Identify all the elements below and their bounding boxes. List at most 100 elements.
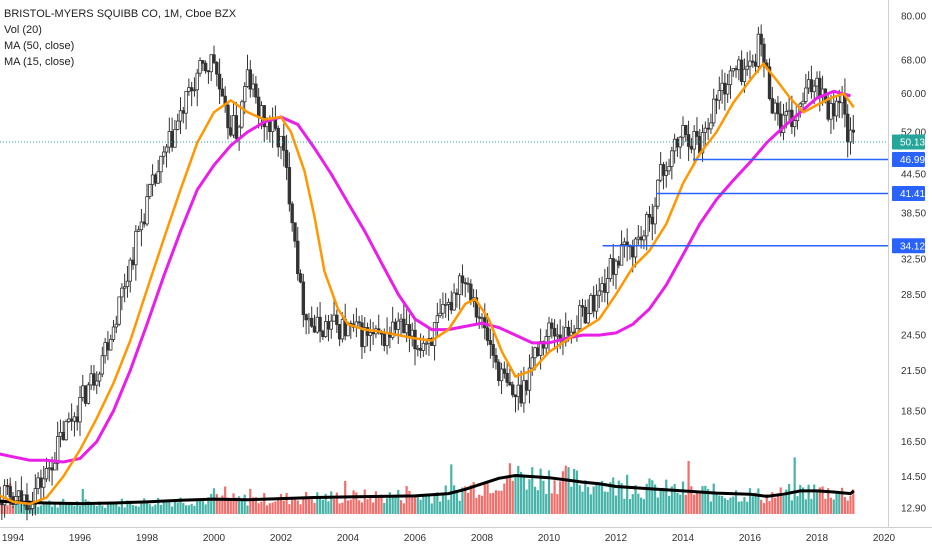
- volume-bar: [316, 492, 319, 514]
- candle-body: [661, 164, 666, 176]
- volume-bar: [408, 490, 411, 514]
- legend-ma15[interactable]: MA (15, close): [4, 56, 75, 68]
- volume-bar: [829, 497, 833, 514]
- volume-bar: [695, 490, 699, 514]
- volume-bar: [260, 501, 263, 514]
- candle-body: [83, 385, 88, 404]
- volume-bar: [388, 492, 391, 514]
- volume-bar: [84, 499, 87, 514]
- volume-bar: [478, 494, 481, 514]
- candle-body: [826, 100, 830, 120]
- volume-bar: [182, 503, 185, 514]
- price-tick-label: 12.90: [901, 504, 926, 515]
- candle-body: [89, 373, 93, 386]
- candle-body: [776, 102, 780, 115]
- candle-body: [633, 238, 638, 258]
- volume-bar: [455, 490, 458, 514]
- volume-bar: [575, 470, 579, 514]
- time-tick-label: 2002: [270, 533, 293, 544]
- volume-bar: [589, 494, 592, 514]
- volume-bar: [598, 483, 601, 514]
- candle-body: [111, 326, 116, 340]
- candle-body: [120, 287, 124, 298]
- candle-body: [731, 68, 735, 72]
- candle-body: [58, 431, 63, 437]
- volume-bar: [497, 490, 500, 514]
- volume-bar: [561, 471, 565, 514]
- candle-body: [446, 301, 451, 305]
- candle-body: [801, 101, 805, 105]
- candle-body: [619, 244, 624, 266]
- volume-bar: [221, 495, 224, 514]
- volume-bar: [684, 494, 687, 514]
- volume-bar: [785, 489, 788, 514]
- volume-bar: [617, 480, 620, 514]
- volume-bar: [238, 496, 241, 514]
- volume-bar: [732, 496, 735, 514]
- candle-body: [580, 305, 585, 308]
- time-axis[interactable]: 1994 1996 1998 2000 2002 2004 2006 2008 2010 2012…: [0, 527, 932, 545]
- volume-bar: [653, 484, 657, 514]
- candle-body: [569, 331, 574, 336]
- volume-bar: [324, 493, 327, 514]
- candle-body: [717, 90, 721, 101]
- volume-bar: [835, 493, 838, 514]
- candle-body: [16, 490, 21, 497]
- candle-body: [737, 59, 741, 71]
- candle-body: [695, 131, 699, 137]
- volume-bar: [771, 492, 774, 514]
- candle-body: [315, 316, 319, 333]
- price-tag: [892, 186, 925, 202]
- candle-body: [326, 321, 331, 330]
- candle-body: [614, 260, 618, 275]
- candle-body: [117, 296, 121, 325]
- price-axis[interactable]: 80.00 68.00 60.00 52.00 44.50 38.50 32.50 28.50…: [888, 0, 927, 527]
- candle-body: [770, 98, 775, 114]
- candle-body: [69, 418, 74, 422]
- volume-bar: [464, 486, 467, 514]
- volume-bar: [305, 491, 308, 514]
- volume-bar: [45, 501, 48, 514]
- volume-bar: [542, 480, 545, 514]
- candle-body: [460, 275, 465, 284]
- volume-bar: [701, 486, 704, 514]
- time-tick-label: 1998: [136, 533, 159, 544]
- candle-body: [114, 323, 118, 328]
- candle-body: [698, 136, 702, 154]
- ma15-line: [0, 61, 855, 506]
- legend-ma50[interactable]: MA (50, close): [4, 40, 75, 52]
- candle-body: [215, 62, 219, 75]
- candle-body: [396, 320, 400, 330]
- volume-bar: [483, 482, 486, 514]
- legend-volume[interactable]: Vol (20): [4, 24, 42, 36]
- volume-bar: [841, 487, 844, 514]
- candle-body: [181, 110, 185, 114]
- candle-body: [781, 114, 786, 133]
- volume-bar: [709, 501, 713, 514]
- volume-bar: [120, 498, 123, 514]
- volume-bar: [104, 507, 107, 514]
- candle-body: [329, 320, 333, 330]
- candle-body: [642, 235, 646, 241]
- volume-bar: [762, 503, 766, 514]
- volume-bar: [578, 485, 581, 514]
- candle-body: [703, 127, 708, 133]
- volume-bar: [787, 484, 791, 514]
- volume-bar: [126, 500, 129, 514]
- candle-body: [491, 344, 495, 356]
- candle-body: [229, 127, 233, 136]
- volume-bar: [567, 467, 570, 514]
- candle-body: [103, 342, 107, 357]
- candle-body: [178, 110, 183, 122]
- volume-bar: [251, 497, 255, 514]
- volume-bar: [723, 498, 726, 514]
- candle-body: [410, 329, 414, 337]
- volume-bar: [472, 482, 475, 514]
- volume-bar: [698, 490, 701, 514]
- candle-body: [39, 477, 43, 488]
- candle-body: [226, 104, 230, 129]
- volume-bar: [179, 497, 182, 514]
- volume-bar: [620, 483, 623, 514]
- candle-body: [371, 331, 375, 335]
